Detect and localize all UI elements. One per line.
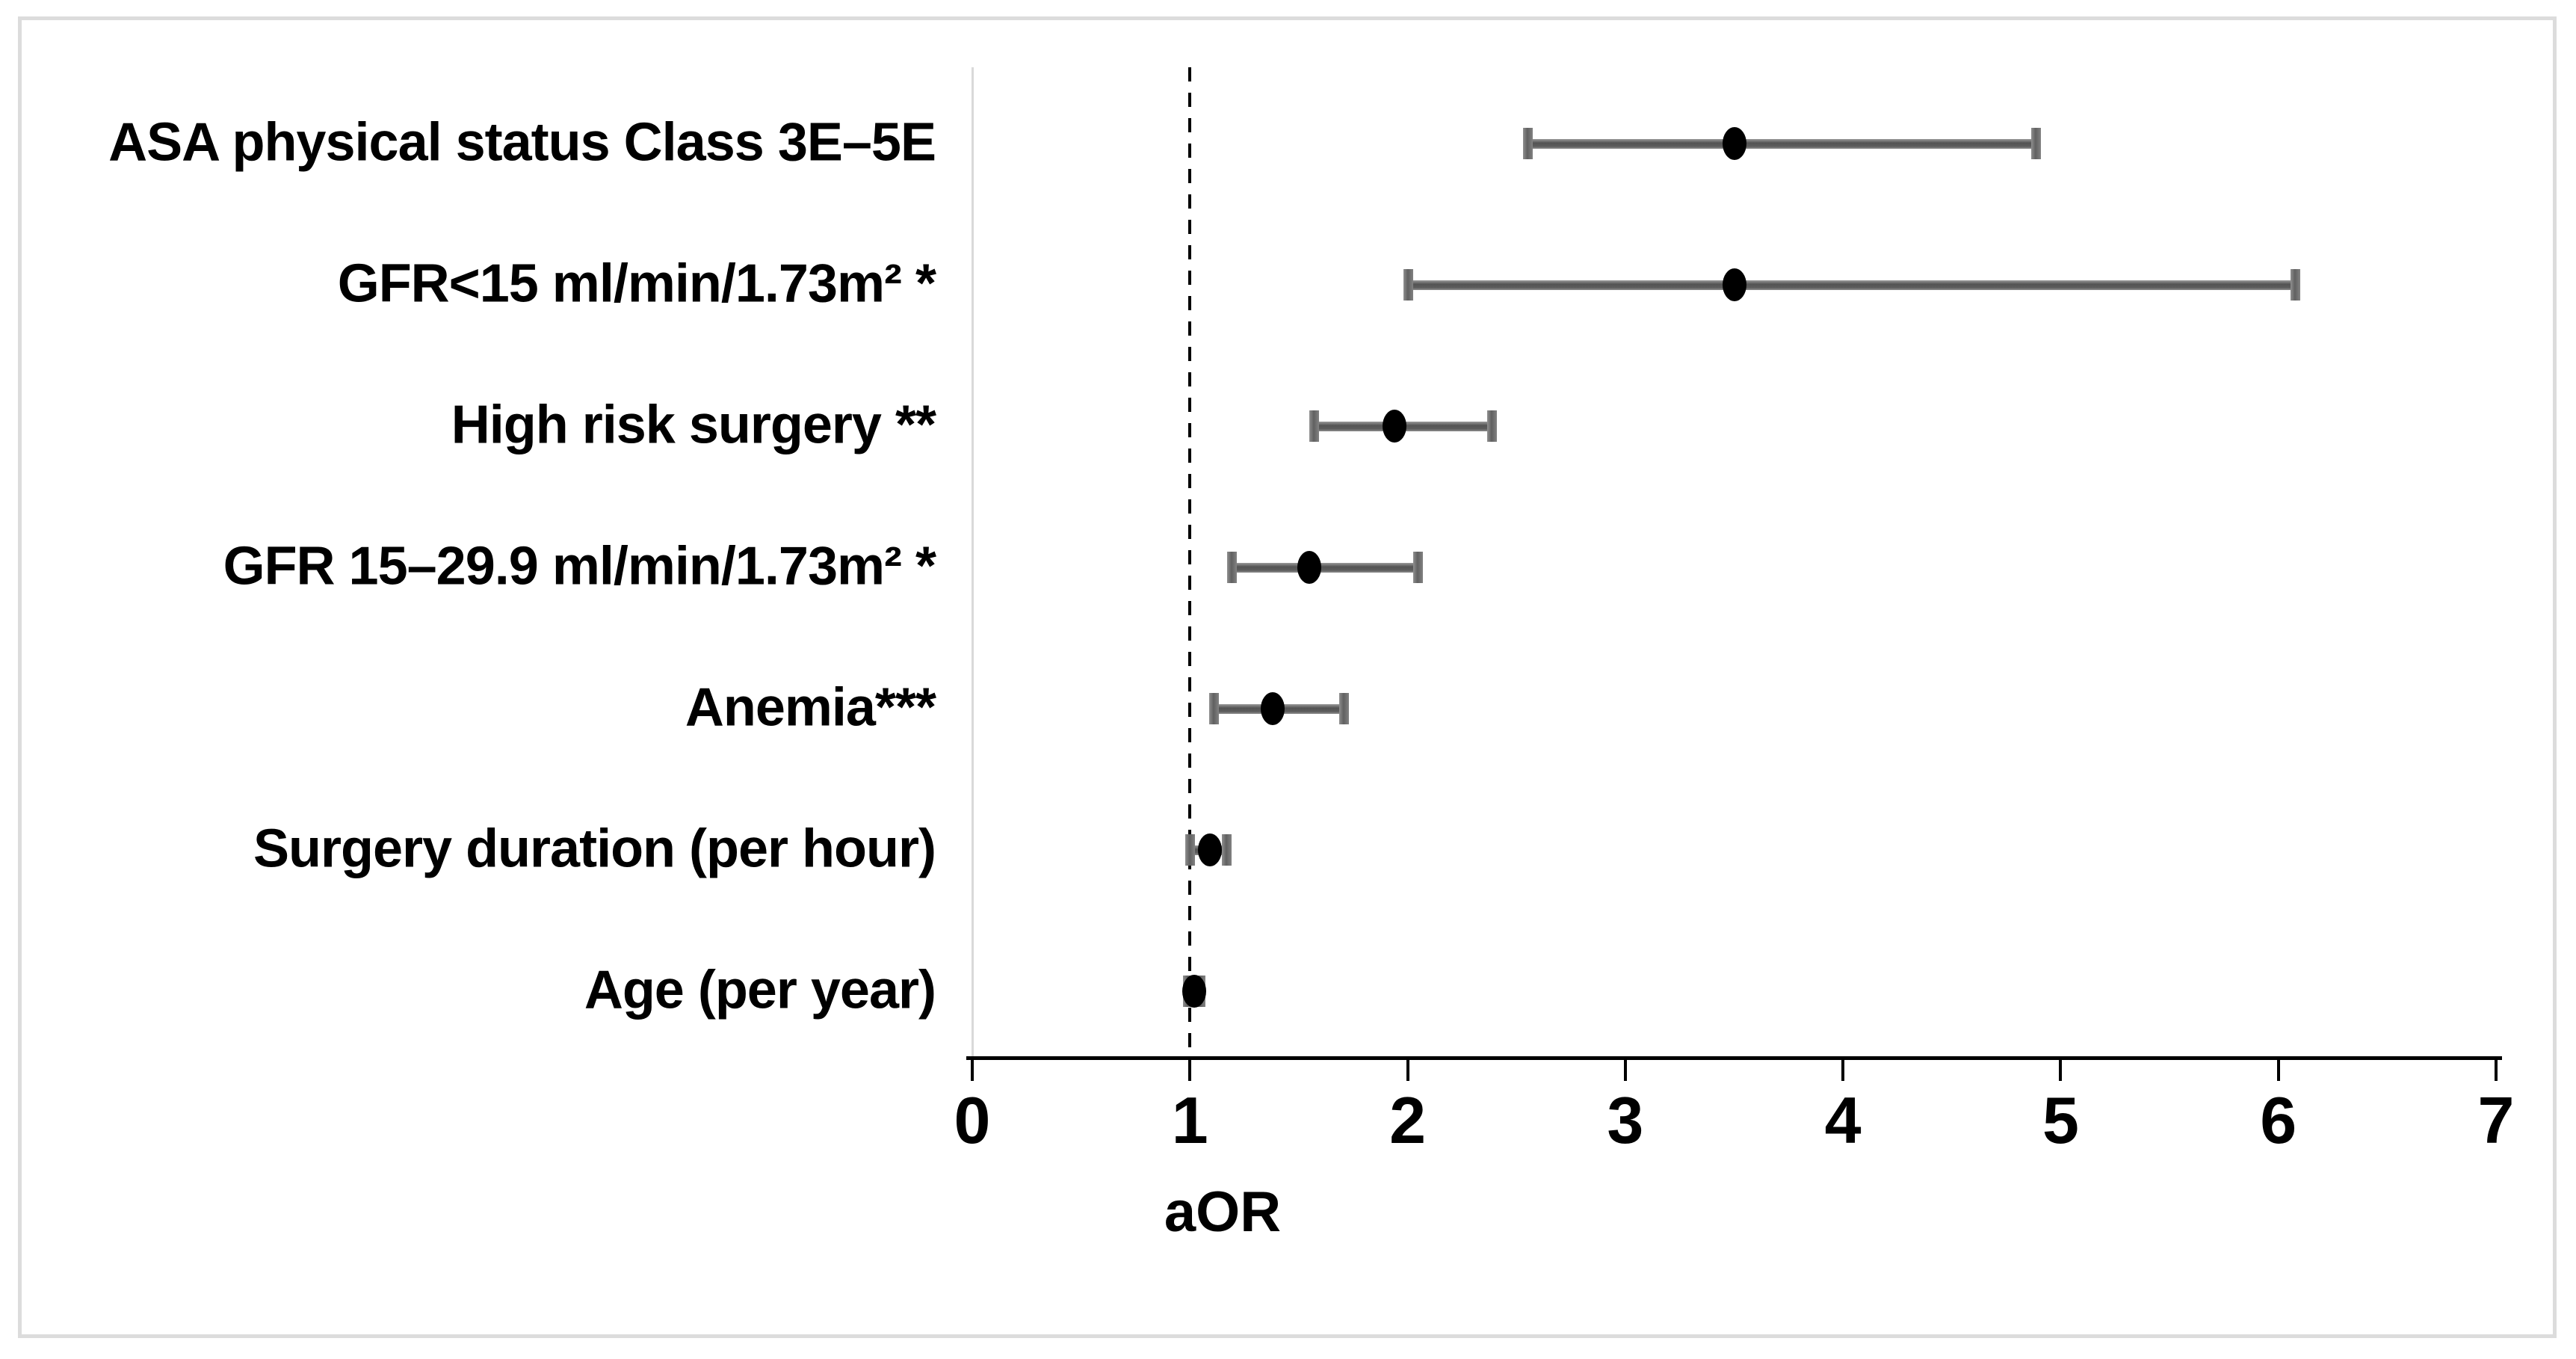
- x-axis-title: aOR: [1164, 1180, 1282, 1244]
- x-axis-tick-label: 6: [2260, 1083, 2297, 1157]
- x-axis-tick-label: 3: [1607, 1083, 1644, 1157]
- error-bar: [1527, 139, 2037, 149]
- data-point: [1383, 410, 1407, 443]
- x-axis-tick: [1841, 1056, 1845, 1081]
- error-bar-cap-left: [1185, 834, 1196, 866]
- error-bar-cap-right: [1339, 693, 1350, 724]
- category-label: GFR 15–29.9 ml/min/1.73m² *: [223, 536, 936, 597]
- data-point: [1260, 692, 1285, 725]
- x-axis-line: [966, 1056, 2502, 1060]
- data-point: [1722, 127, 1746, 160]
- category-label: ASA physical status Class 3E–5E: [108, 112, 936, 173]
- x-axis-tick-label: 4: [1824, 1083, 1862, 1157]
- error-bar-cap-right: [2031, 128, 2042, 159]
- x-axis-tick: [2059, 1056, 2063, 1081]
- category-label: High risk surgery **: [451, 395, 936, 455]
- x-axis-tick: [971, 1056, 974, 1081]
- error-bar-cap-right: [1413, 552, 1424, 583]
- error-bar-cap-left: [1403, 269, 1413, 301]
- data-point: [1297, 551, 1322, 584]
- x-axis-tick-label: 7: [2477, 1083, 2515, 1157]
- data-point: [1722, 268, 1746, 301]
- category-label: GFR<15 ml/min/1.73m² *: [337, 253, 936, 314]
- error-bar-cap-left: [1309, 410, 1320, 442]
- x-axis-tick: [1188, 1056, 1192, 1081]
- error-bar-cap-right: [2291, 269, 2301, 301]
- error-bar-cap-left: [1209, 693, 1220, 724]
- error-bar: [1407, 280, 2296, 290]
- category-label: Age (per year): [584, 960, 936, 1020]
- error-bar-cap-right: [1487, 410, 1498, 442]
- y-axis-line: [972, 67, 974, 1056]
- x-axis-tick: [2495, 1056, 2498, 1081]
- error-bar: [1231, 563, 1419, 573]
- figure-frame: [18, 16, 2557, 1338]
- x-axis-tick-label: 5: [2042, 1083, 2079, 1157]
- x-axis-tick-label: 2: [1389, 1083, 1427, 1157]
- category-label: Anemia***: [685, 677, 936, 738]
- x-axis-tick-label: 0: [954, 1083, 991, 1157]
- error-bar-cap-right: [1221, 834, 1232, 866]
- data-point: [1182, 975, 1207, 1008]
- x-axis-tick: [1623, 1056, 1627, 1081]
- error-bar-cap-left: [1522, 128, 1533, 159]
- reference-line: [1188, 67, 1192, 1056]
- x-axis-tick: [2276, 1056, 2280, 1081]
- data-point: [1197, 833, 1222, 866]
- x-axis-tick-label: 1: [1171, 1083, 1208, 1157]
- error-bar-cap-left: [1226, 552, 1237, 583]
- category-label: Surgery duration (per hour): [253, 819, 936, 879]
- x-axis-tick: [1406, 1056, 1409, 1081]
